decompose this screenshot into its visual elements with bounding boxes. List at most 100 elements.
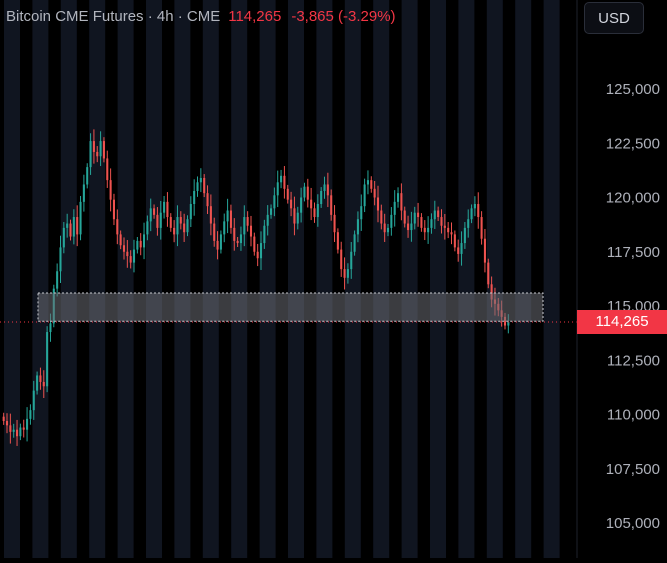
candle-body [239,234,242,244]
candle-body [159,212,162,228]
candle-body [89,141,92,168]
candle-body [263,225,266,244]
candle-body [253,236,256,252]
candle-body [276,182,279,196]
candle-body [72,217,75,237]
candle-body [477,204,480,218]
candle-body [139,240,142,248]
candle-body [443,225,446,228]
candle-body [383,223,386,233]
candle-body [366,180,369,185]
currency-button[interactable]: USD [584,2,644,34]
price-tick-label: 105,000 [606,515,660,532]
candle-body [196,182,199,191]
chart-overlays [0,292,577,323]
candle-body [176,217,179,235]
price-tick-label: 107,500 [606,461,660,478]
candle-body [112,199,115,220]
session-bands [4,0,560,558]
candle-body [403,210,406,224]
session-band [486,0,503,558]
candle-body [440,217,443,226]
candle-body [343,269,346,278]
candle-body [340,249,343,270]
candle-body [360,206,363,220]
candle-body [330,195,333,215]
session-band [288,0,304,558]
candle-body [393,201,396,215]
candle-body [336,232,339,250]
candle-body [370,180,373,189]
session-band [174,0,191,558]
candle-body [249,225,253,237]
candle-body [430,219,433,228]
candle-body [420,217,423,228]
session-band [344,0,361,558]
candle-body [316,204,319,218]
session-band [32,0,49,558]
candle-body [320,190,323,205]
candle-body [356,219,359,235]
candle-body [199,177,202,183]
support-zone [37,292,544,322]
candle-body [417,212,420,218]
candle-body [413,212,416,224]
candle-body [179,217,182,224]
candle-body [49,323,52,333]
price-tick-label: 120,000 [606,190,660,207]
candle-body [353,234,356,252]
symbol-label: Bitcoin CME Futures · 4h · CME [6,7,221,25]
candle-body [122,245,126,252]
candle-body [146,221,149,235]
candle-body [76,217,79,235]
candle-body [487,262,490,285]
candle-body [32,390,35,411]
candle-body [19,427,22,437]
candle-body [79,201,82,235]
candle-body [126,251,129,257]
candle-body [5,421,9,426]
session-band [202,0,219,558]
candle-body [280,175,283,183]
last-price-label: 114,265 [228,7,282,25]
candle-body [363,184,366,207]
candle-body [186,219,189,233]
candle-body [490,284,493,300]
session-band [259,0,276,558]
candle-body [69,223,72,237]
candle-body [39,375,42,382]
candle-body [66,223,69,228]
session-band [117,0,134,558]
candle-body [102,141,105,159]
candle-body [189,204,192,220]
candle-body [183,223,186,233]
last-price-tag: 114,265 [577,309,667,334]
candle-body [293,208,296,224]
candle-body [9,425,12,432]
session-band [515,0,532,558]
candle-body [153,208,156,215]
candle-body [233,227,236,241]
price-tick-label: 125,000 [606,81,660,98]
candle-body [2,416,5,422]
candle-body [206,193,209,207]
price-axis: 105,000107,500110,000112,500115,000117,5… [576,0,660,558]
chart-header: Bitcoin CME Futures · 4h · CME 114,265 -… [6,6,396,26]
session-band [231,0,248,558]
candle-body [437,210,440,218]
candle-body [256,251,259,259]
candle-body [166,201,169,218]
candle-body [463,227,466,244]
candle-body [326,184,329,196]
candle-body [209,206,212,224]
candle-body [92,141,95,152]
session-band [430,0,446,558]
candle-body [29,410,32,419]
candle-body [290,199,293,209]
candle-body [46,332,49,387]
candle-body [427,227,430,233]
candle-body [213,223,216,241]
candle-body [473,204,476,209]
